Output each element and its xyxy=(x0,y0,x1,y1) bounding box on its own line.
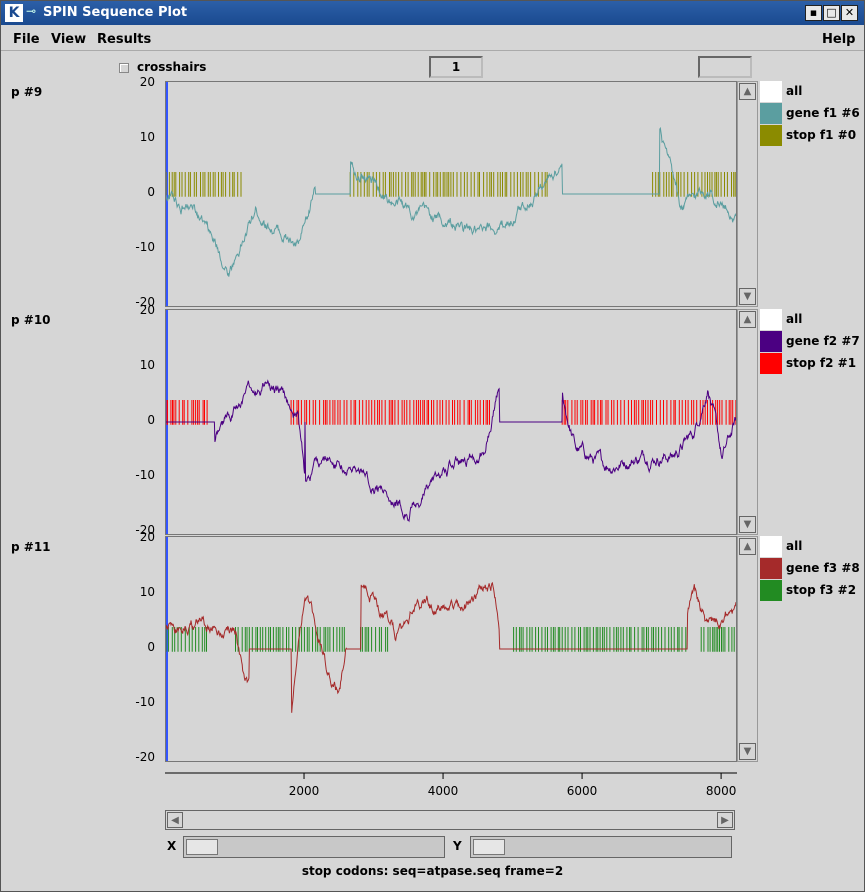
menu-file[interactable]: File xyxy=(13,32,40,47)
scroll-up-arrow-icon[interactable]: ▲ xyxy=(739,311,756,328)
y-tick-label: 0 xyxy=(147,413,155,427)
x-tick-label: 2000 xyxy=(288,784,320,798)
y-tick-label: 0 xyxy=(147,640,155,654)
scroll-down-arrow-icon[interactable]: ▼ xyxy=(739,743,756,760)
plot-area-p9[interactable] xyxy=(165,81,737,307)
crosshairs-label: crosshairs xyxy=(137,60,207,74)
x-tick-label: 8000 xyxy=(705,784,737,798)
legend-swatch xyxy=(760,353,782,374)
window-title: SPIN Sequence Plot xyxy=(43,5,188,20)
legend-label: gene f2 #7 xyxy=(786,334,860,348)
legend-label: stop f1 #0 xyxy=(786,128,857,142)
y-tick-label: 10 xyxy=(139,130,155,144)
legend-label: gene f1 #6 xyxy=(786,106,860,120)
scroll-down-arrow-icon[interactable]: ▼ xyxy=(739,516,756,533)
y-tick-label: -10 xyxy=(135,468,155,482)
legend-label: stop f3 #2 xyxy=(786,583,857,597)
x-slider-thumb[interactable] xyxy=(186,839,218,855)
legend-swatch xyxy=(760,81,782,102)
x-slider-label: X xyxy=(167,839,177,853)
stop-codon-bars xyxy=(165,627,735,652)
plot-svg-p10 xyxy=(165,310,737,534)
legend-swatch xyxy=(760,558,782,579)
legend-label: all xyxy=(786,539,803,553)
stop-codon-bars xyxy=(165,400,737,425)
y-slider[interactable] xyxy=(470,836,732,858)
title-bar[interactable]: K ⊸ SPIN Sequence Plot ▪ □ ✕ xyxy=(1,1,864,25)
plot-scrollbar-p10[interactable]: ▲ ▼ xyxy=(737,309,758,535)
legend-swatch xyxy=(760,103,782,124)
x-axis xyxy=(165,772,737,779)
y-tick-label: 10 xyxy=(139,585,155,599)
scroll-left-arrow-icon[interactable]: ◀ xyxy=(167,812,183,828)
pin-icon[interactable]: ⊸ xyxy=(26,4,37,18)
y-slider-thumb[interactable] xyxy=(473,839,505,855)
scroll-up-arrow-icon[interactable]: ▲ xyxy=(739,83,756,100)
y-tick-label: -20 xyxy=(135,295,155,309)
minimize-button[interactable]: ▪ xyxy=(805,5,822,21)
crosshairs-checkbox[interactable] xyxy=(119,63,129,73)
maximize-button[interactable]: □ xyxy=(823,5,840,21)
y-tick-label: 10 xyxy=(139,358,155,372)
plot-scrollbar-p9[interactable]: ▲ ▼ xyxy=(737,81,758,307)
plot-area-p10[interactable] xyxy=(165,309,737,535)
empty-field[interactable] xyxy=(698,56,752,78)
plot-area-p11[interactable] xyxy=(165,536,737,762)
horizontal-scrollbar[interactable]: ◀ ▶ xyxy=(165,810,735,830)
y-tick-label: -10 xyxy=(135,240,155,254)
x-slider[interactable] xyxy=(183,836,445,858)
plot-label-p10: p #10 xyxy=(11,313,51,327)
legend-swatch xyxy=(760,331,782,352)
menu-bar: File View Results Help xyxy=(1,27,864,51)
plot-svg-p11 xyxy=(165,537,737,761)
legend-label: gene f3 #8 xyxy=(786,561,860,575)
menu-help[interactable]: Help xyxy=(822,32,856,47)
plot-scrollbar-p11[interactable]: ▲ ▼ xyxy=(737,536,758,762)
menu-view[interactable]: View xyxy=(51,32,87,47)
legend-swatch xyxy=(760,125,782,146)
gene-trace-line xyxy=(165,581,737,713)
gene-trace-line xyxy=(165,126,737,277)
y-tick-label: -20 xyxy=(135,750,155,764)
y-tick-label: 20 xyxy=(139,303,155,317)
legend-swatch xyxy=(760,536,782,557)
scroll-right-arrow-icon[interactable]: ▶ xyxy=(717,812,733,828)
plot-label-p11: p #11 xyxy=(11,540,51,554)
status-bar: stop codons: seq=atpase.seq frame=2 xyxy=(301,864,564,878)
x-tick-label: 6000 xyxy=(566,784,598,798)
y-tick-label: -10 xyxy=(135,695,155,709)
legend-label: all xyxy=(786,84,803,98)
legend-label: all xyxy=(786,312,803,326)
legend-swatch xyxy=(760,580,782,601)
gene-trace-line xyxy=(166,379,737,523)
y-slider-label: Y xyxy=(453,839,462,853)
scroll-down-arrow-icon[interactable]: ▼ xyxy=(739,288,756,305)
x-tick-label: 4000 xyxy=(427,784,459,798)
app-icon[interactable]: K xyxy=(5,4,23,22)
legend-swatch xyxy=(760,309,782,330)
scroll-up-arrow-icon[interactable]: ▲ xyxy=(739,538,756,555)
stop-codon-bars xyxy=(165,172,736,197)
plot-label-p9: p #9 xyxy=(11,85,43,99)
page-number-field[interactable]: 1 xyxy=(429,56,483,78)
y-tick-label: -20 xyxy=(135,523,155,537)
y-tick-label: 20 xyxy=(139,530,155,544)
menu-results[interactable]: Results xyxy=(97,32,152,47)
legend-label: stop f2 #1 xyxy=(786,356,857,370)
plot-svg-p9 xyxy=(165,82,737,306)
y-tick-label: 0 xyxy=(147,185,155,199)
y-tick-label: 20 xyxy=(139,75,155,89)
close-button[interactable]: ✕ xyxy=(841,5,858,21)
